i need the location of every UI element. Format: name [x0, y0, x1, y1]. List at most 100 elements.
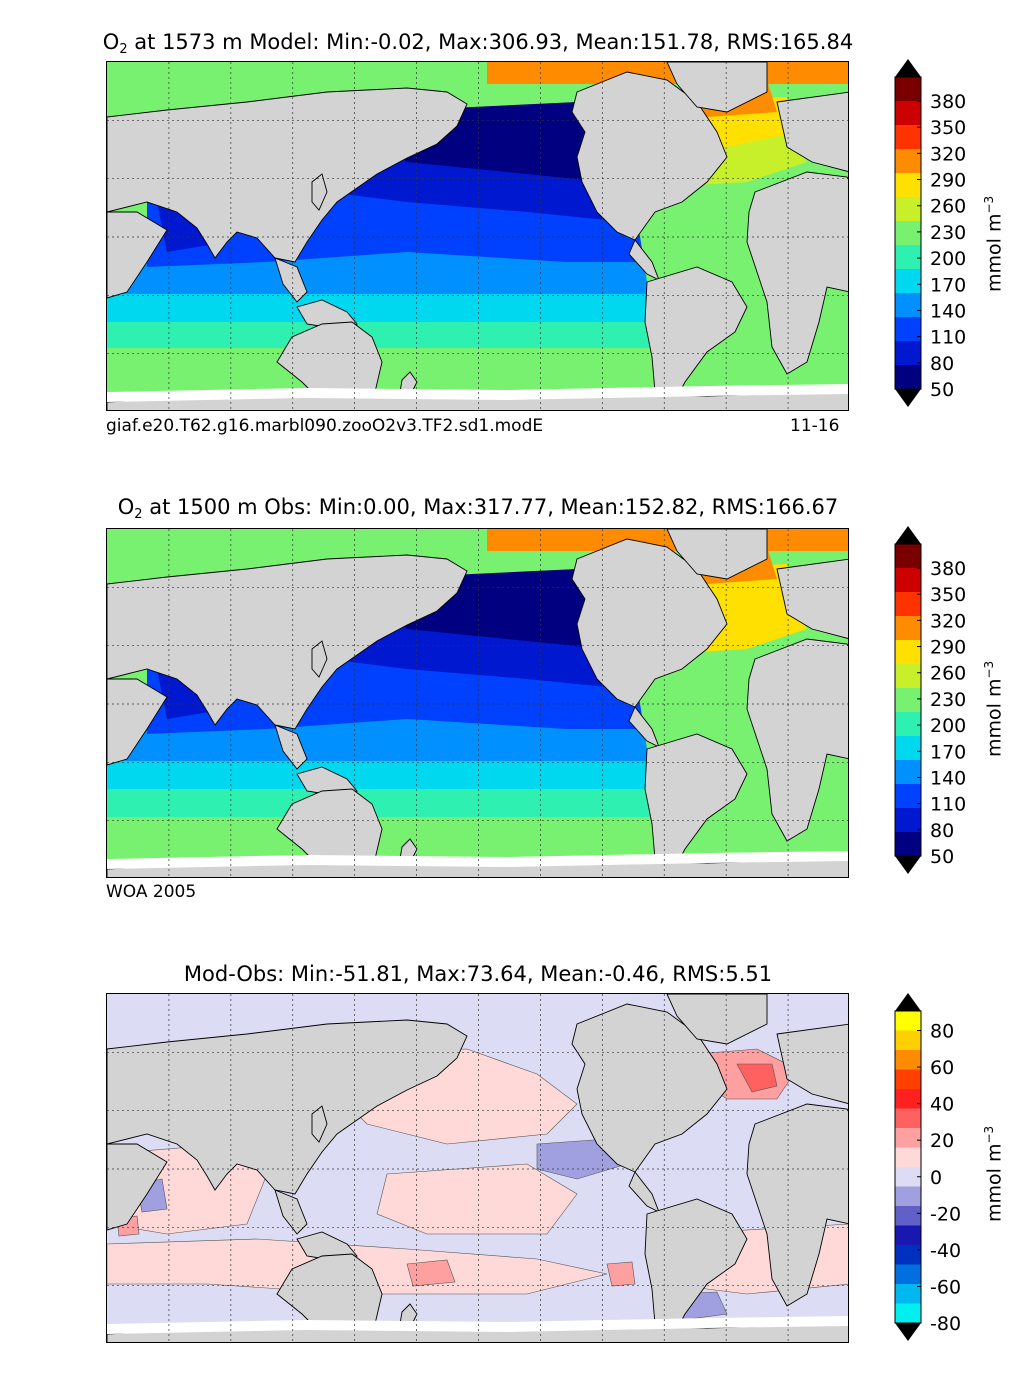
- colorbar-swatch: [895, 1206, 921, 1227]
- colorbar-tick-label: 320: [930, 143, 966, 165]
- colorbar-swatch: [895, 736, 921, 761]
- colorbar-tick-label: -40: [930, 1240, 961, 1262]
- colorbar-swatch: [895, 269, 921, 294]
- colorbar-swatch: [895, 1167, 921, 1188]
- colorbar-tick-label: 260: [930, 196, 966, 218]
- colorbar-swatch: [895, 221, 921, 246]
- colorbar-swatch: [895, 149, 921, 174]
- obs-dataset-name: WOA 2005: [106, 882, 197, 902]
- colorbar-tick-label: -80: [930, 1313, 961, 1335]
- colorbar-swatch: [895, 1245, 921, 1266]
- colorbar-swatch: [895, 1069, 921, 1090]
- colorbar-swatch: [895, 808, 921, 833]
- colorbar-swatch: [895, 293, 921, 318]
- obs-colorbar: 380 350 320 290 260 230 200 170 140 110 80 50: [894, 526, 975, 876]
- colorbar-outline: [894, 543, 922, 857]
- colorbar-tick-label: 380: [930, 91, 966, 113]
- colorbar-swatch: [895, 640, 921, 665]
- obs-map-canvas: [107, 529, 848, 877]
- colorbar-extend-max: [895, 526, 921, 544]
- colorbar-swatch: [895, 688, 921, 713]
- colorbar-swatch: [895, 341, 921, 366]
- colorbar-tick-label: 80: [930, 820, 954, 842]
- colorbar-outline: [894, 1010, 922, 1324]
- colorbar-swatch: [895, 616, 921, 641]
- colorbar-tick-label: -20: [930, 1203, 961, 1225]
- colorbar-swatch: [895, 712, 921, 737]
- model-map-canvas: [107, 62, 848, 410]
- colorbar-swatch: [895, 544, 921, 569]
- model-run-name: giaf.e20.T62.g16.marbl090.zooO2v3.TF2.sd…: [106, 416, 544, 436]
- colorbar-swatch: [895, 173, 921, 198]
- colorbar-tick-label: 200: [930, 715, 966, 737]
- diff-colorbar: 80 60 40 20 0 -20 -40 -60 -80: [894, 993, 975, 1343]
- colorbar-extend-min: [895, 856, 921, 874]
- colorbar-swatch: [895, 1089, 921, 1110]
- colorbar-swatch: [895, 1225, 921, 1246]
- obs-colorbar-unit: mmol m−3: [982, 660, 1006, 757]
- colorbar-tick-label: 40: [930, 1094, 954, 1116]
- colorbar-tick-label: 110: [930, 327, 966, 349]
- colorbar-tick-label: 60: [930, 1057, 954, 1079]
- colorbar-swatch: [895, 1186, 921, 1207]
- colorbar-swatch: [895, 1030, 921, 1051]
- colorbar-extend-max: [895, 993, 921, 1011]
- colorbar-swatch: [895, 77, 921, 102]
- obs-map-title: O2 at 1500 m Obs: Min:0.00, Max:317.77, …: [117, 495, 839, 522]
- colorbar-swatch: [895, 101, 921, 126]
- model-colorbar-unit: mmol m−3: [982, 195, 1006, 292]
- model-years: 11-16: [790, 416, 840, 436]
- colorbar-swatch: [895, 1108, 921, 1129]
- colorbar-swatch: [895, 317, 921, 342]
- colorbar-tick-label: 140: [930, 767, 966, 789]
- colorbar-swatch: [895, 1050, 921, 1071]
- colorbar-tick-label: 0: [930, 1167, 942, 1189]
- colorbar-extend-min: [895, 389, 921, 407]
- colorbar-swatch: [895, 245, 921, 270]
- colorbar-swatch: [895, 125, 921, 150]
- colorbar-tick-label: 80: [930, 1021, 954, 1043]
- colorbar-swatch: [895, 592, 921, 617]
- colorbar-swatch: [895, 832, 921, 857]
- colorbar-swatch: [895, 760, 921, 785]
- diff-map-title: Mod-Obs: Min:-51.81, Max:73.64, Mean:-0.…: [183, 962, 773, 986]
- colorbar-tick-label: 140: [930, 300, 966, 322]
- diff-colorbar-unit: mmol m−3: [982, 1125, 1006, 1222]
- colorbar-swatch: [895, 1147, 921, 1168]
- colorbar-tick-label: 350: [930, 117, 966, 139]
- colorbar-swatch: [895, 1264, 921, 1285]
- colorbar-swatch: [895, 664, 921, 689]
- obs-map: [106, 528, 849, 878]
- model-colorbar: 380 350 320 290 260 230 200 170 140 110 80 50: [894, 59, 975, 409]
- colorbar-swatch: [895, 1128, 921, 1149]
- colorbar-extend-max: [895, 59, 921, 77]
- colorbar-tick-label: 260: [930, 663, 966, 685]
- colorbar-tick-label: 170: [930, 274, 966, 296]
- colorbar-swatch: [895, 1284, 921, 1305]
- colorbar-tick-label: 170: [930, 741, 966, 763]
- model-map-title: O2 at 1573 m Model: Min:-0.02, Max:306.9…: [102, 30, 854, 57]
- colorbar-outline: [894, 76, 922, 390]
- colorbar-swatch: [895, 1303, 921, 1324]
- colorbar-tick-label: 20: [930, 1130, 954, 1152]
- model-map: [106, 61, 849, 411]
- colorbar-swatch: [895, 784, 921, 809]
- diff-map-canvas: [107, 994, 848, 1342]
- colorbar-tick-label: 350: [930, 584, 966, 606]
- colorbar-swatch: [895, 1011, 921, 1032]
- colorbar-tick-label: 290: [930, 637, 966, 659]
- colorbar-extend-min: [895, 1323, 921, 1341]
- colorbar-swatch: [895, 197, 921, 222]
- colorbar-tick-label: 290: [930, 170, 966, 192]
- colorbar-swatch: [895, 568, 921, 593]
- colorbar-tick-label: 230: [930, 222, 966, 244]
- colorbar-tick-label: 110: [930, 794, 966, 816]
- colorbar-tick-label: 320: [930, 610, 966, 632]
- colorbar-tick-label: 50: [930, 846, 954, 868]
- colorbar-tick-label: 80: [930, 353, 954, 375]
- colorbar-tick-label: 200: [930, 248, 966, 270]
- colorbar-tick-label: 230: [930, 689, 966, 711]
- diff-map: [106, 993, 849, 1343]
- colorbar-tick-label: -60: [930, 1276, 961, 1298]
- colorbar-swatch: [895, 365, 921, 390]
